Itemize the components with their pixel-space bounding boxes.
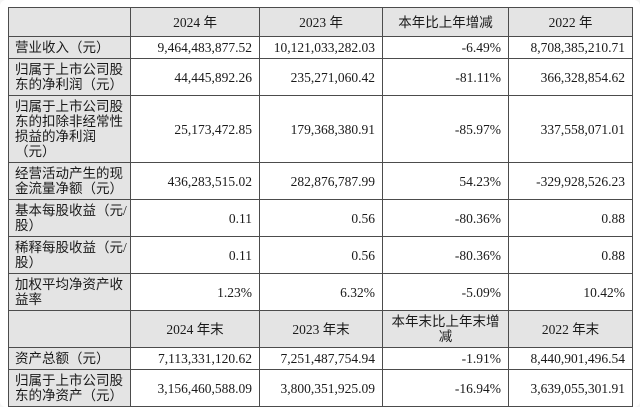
col-header-end-yoy-change: 本年末比上年末增减 xyxy=(382,310,509,348)
row-label: 加权平均净资产收益率 xyxy=(8,273,131,311)
row-diluted-eps: 稀释每股收益（元/股） 0.11 0.56 -80.36% 0.88 xyxy=(8,236,633,274)
financial-summary-table: 2024 年 2023 年 本年比上年增减 2022 年 营业收入（元） 9,4… xyxy=(8,7,633,407)
row-operating-cash-flow: 经营活动产生的现金流量净额（元） 436,283,515.02 282,876,… xyxy=(8,162,633,200)
cell-2024-end: 7,113,331,120.62 xyxy=(130,347,260,370)
cell-2022: -329,928,526.23 xyxy=(508,162,633,200)
row-label: 归属于上市公司股东的扣除非经常性损益的净利润（元） xyxy=(8,95,131,163)
cell-2023: 10,121,033,282.03 xyxy=(259,36,383,59)
row-label: 归属于上市公司股东的净利润（元） xyxy=(8,58,131,96)
cell-2022-end: 3,639,055,301.91 xyxy=(508,369,633,407)
cell-yoy-change: 54.23% xyxy=(382,162,509,200)
cell-yoy-change: -6.49% xyxy=(382,36,509,59)
col-header-2023: 2023 年 xyxy=(259,7,383,37)
cell-yoy-change: -80.36% xyxy=(382,236,509,274)
cell-yoy-change: -85.97% xyxy=(382,95,509,163)
col-header-2024: 2024 年 xyxy=(130,7,260,37)
cell-2022: 366,328,854.62 xyxy=(508,58,633,96)
row-label: 营业收入（元） xyxy=(8,36,131,59)
cell-2022: 0.88 xyxy=(508,199,633,237)
cell-yoy-change: -5.09% xyxy=(382,273,509,311)
cell-2023-end: 3,800,351,925.09 xyxy=(259,369,383,407)
cell-2024: 1.23% xyxy=(130,273,260,311)
row-label: 经营活动产生的现金流量净额（元） xyxy=(8,162,131,200)
cell-2024: 436,283,515.02 xyxy=(130,162,260,200)
row-weighted-avg-roe: 加权平均净资产收益率 1.23% 6.32% -5.09% 10.42% xyxy=(8,273,633,311)
cell-2022: 10.42% xyxy=(508,273,633,311)
cell-2024: 9,464,483,877.52 xyxy=(130,36,260,59)
cell-2023: 6.32% xyxy=(259,273,383,311)
table-header-row-period-end: 2024 年末 2023 年末 本年末比上年末增减 2022 年末 xyxy=(8,310,633,348)
table-header-row-annual: 2024 年 2023 年 本年比上年增减 2022 年 xyxy=(8,7,633,37)
row-label: 稀释每股收益（元/股） xyxy=(8,236,131,274)
row-net-assets-attributable: 归属于上市公司股东的净资产（元） 3,156,460,588.09 3,800,… xyxy=(8,369,633,407)
row-label: 归属于上市公司股东的净资产（元） xyxy=(8,369,131,407)
cell-yoy-change: -81.11% xyxy=(382,58,509,96)
cell-2023: 179,368,380.91 xyxy=(259,95,383,163)
cell-2022-end: 8,440,901,496.54 xyxy=(508,347,633,370)
cell-2022: 337,558,071.01 xyxy=(508,95,633,163)
row-total-assets: 资产总额（元） 7,113,331,120.62 7,251,487,754.9… xyxy=(8,347,633,370)
cell-end-yoy-change: -16.94% xyxy=(382,369,509,407)
col-header-yoy-change: 本年比上年增减 xyxy=(382,7,509,37)
row-label: 基本每股收益（元/股） xyxy=(8,199,131,237)
col-header-2023-end: 2023 年末 xyxy=(259,310,383,348)
cell-2024: 0.11 xyxy=(130,236,260,274)
row-operating-revenue: 营业收入（元） 9,464,483,877.52 10,121,033,282.… xyxy=(8,36,633,59)
cell-2024-end: 3,156,460,588.09 xyxy=(130,369,260,407)
cell-2022: 8,708,385,210.71 xyxy=(508,36,633,59)
row-basic-eps: 基本每股收益（元/股） 0.11 0.56 -80.36% 0.88 xyxy=(8,199,633,237)
cell-2023: 235,271,060.42 xyxy=(259,58,383,96)
cell-2024: 44,445,892.26 xyxy=(130,58,260,96)
cell-2023: 0.56 xyxy=(259,199,383,237)
row-net-profit-excl-nonrecurring: 归属于上市公司股东的扣除非经常性损益的净利润（元） 25,173,472.85 … xyxy=(8,95,633,163)
corner-cell xyxy=(8,310,131,348)
cell-2023: 282,876,787.99 xyxy=(259,162,383,200)
row-label: 资产总额（元） xyxy=(8,347,131,370)
cell-2024: 25,173,472.85 xyxy=(130,95,260,163)
cell-end-yoy-change: -1.91% xyxy=(382,347,509,370)
cell-2023-end: 7,251,487,754.94 xyxy=(259,347,383,370)
corner-cell xyxy=(8,7,131,37)
col-header-2022: 2022 年 xyxy=(508,7,633,37)
cell-yoy-change: -80.36% xyxy=(382,199,509,237)
col-header-2024-end: 2024 年末 xyxy=(130,310,260,348)
cell-2022: 0.88 xyxy=(508,236,633,274)
col-header-2022-end: 2022 年末 xyxy=(508,310,633,348)
cell-2024: 0.11 xyxy=(130,199,260,237)
row-net-profit-attributable: 归属于上市公司股东的净利润（元） 44,445,892.26 235,271,0… xyxy=(8,58,633,96)
cell-2023: 0.56 xyxy=(259,236,383,274)
